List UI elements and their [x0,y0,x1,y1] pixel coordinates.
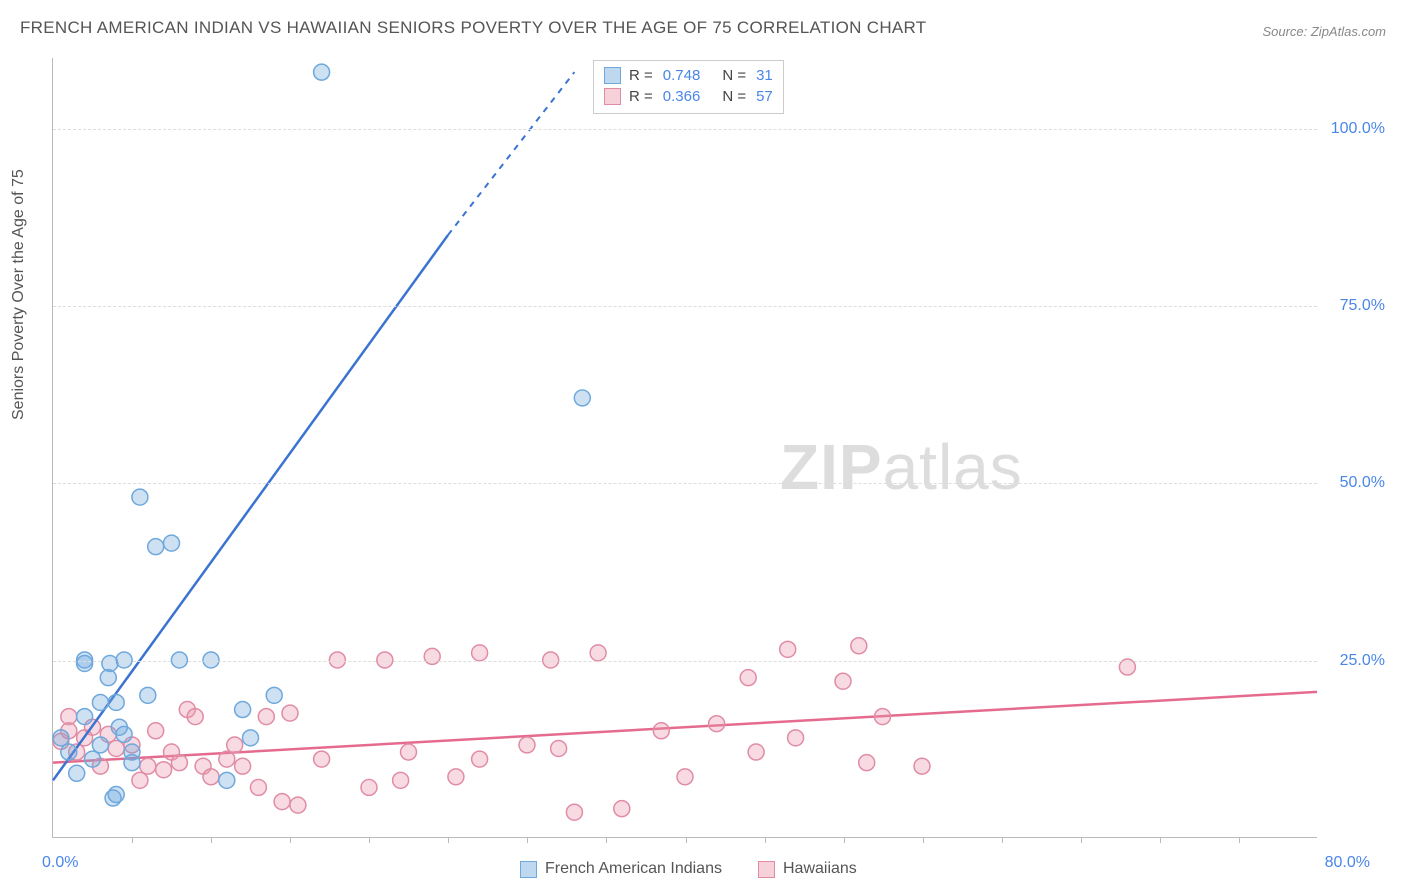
chart-svg [53,58,1317,837]
x-tick [1160,837,1161,843]
swatch-blue-icon [604,67,621,84]
r-blue-value: 0.748 [663,67,701,84]
series-legend: French American Indians Hawaiians [520,860,857,878]
legend-label-blue: French American Indians [545,860,722,878]
correlation-legend-row-pink: R = 0.366 N = 57 [604,86,773,107]
y-tick-label: 100.0% [1331,120,1385,138]
swatch-pink-icon [604,88,621,105]
x-tick [369,837,370,843]
legend-item-blue: French American Indians [520,860,722,878]
r-pink-value: 0.366 [663,88,701,105]
y-tick-label: 25.0% [1340,652,1385,670]
legend-item-pink: Hawaiians [758,860,857,878]
gridline-h [53,483,1317,484]
swatch-pink-icon [758,861,775,878]
x-tick [211,837,212,843]
x-tick [1239,837,1240,843]
x-tick [290,837,291,843]
x-tick [1081,837,1082,843]
legend-label-pink: Hawaiians [783,860,857,878]
chart-title: FRENCH AMERICAN INDIAN VS HAWAIIAN SENIO… [20,18,927,38]
n-pink-value: 57 [756,88,773,105]
swatch-blue-icon [520,861,537,878]
y-axis-label: Seniors Poverty Over the Age of 75 [10,169,28,420]
r-label: R = [629,88,653,105]
r-label: R = [629,67,653,84]
x-tick [686,837,687,843]
gridline-h [53,306,1317,307]
y-tick-label: 50.0% [1340,474,1385,492]
chart-plot-area: 25.0%50.0%75.0%100.0% [52,58,1317,838]
x-tick [132,837,133,843]
n-blue-value: 31 [756,67,773,84]
gridline-h [53,129,1317,130]
n-label: N = [722,67,746,84]
x-origin-label: 0.0% [42,854,78,872]
correlation-legend-row-blue: R = 0.748 N = 31 [604,65,773,86]
x-tick [448,837,449,843]
n-label: N = [722,88,746,105]
source-attribution: Source: ZipAtlas.com [1262,24,1386,39]
x-tick [923,837,924,843]
x-tick [765,837,766,843]
x-tick [606,837,607,843]
x-tick [844,837,845,843]
gridline-h [53,661,1317,662]
correlation-legend: R = 0.748 N = 31 R = 0.366 N = 57 [593,60,784,114]
x-tick [1002,837,1003,843]
x-max-label: 80.0% [1325,854,1370,872]
x-tick [527,837,528,843]
y-tick-label: 75.0% [1340,297,1385,315]
